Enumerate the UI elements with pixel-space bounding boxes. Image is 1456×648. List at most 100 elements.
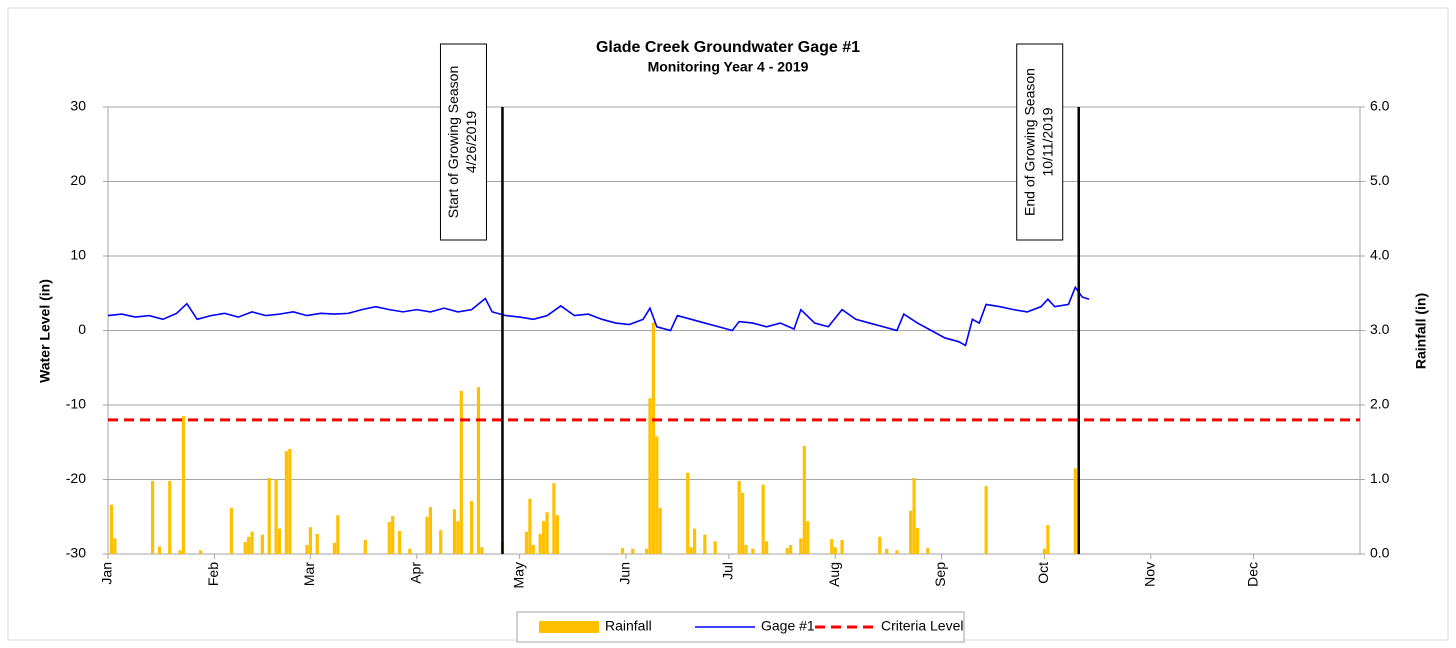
rainfall-bar	[524, 531, 529, 554]
chart-border	[7, 7, 1449, 641]
rainfall-bar	[915, 527, 920, 554]
rainfall-bar	[912, 478, 916, 554]
rainfall-bar	[538, 533, 542, 554]
rainfall-bar	[332, 542, 336, 554]
rainfall-bar	[658, 507, 662, 554]
annotation-box	[439, 43, 487, 241]
annotation-text: Start of Growing Season	[445, 66, 461, 219]
y2-axis-title: Rainfall (in)	[1413, 293, 1429, 369]
rainfall-bar	[284, 451, 288, 554]
x-tick-label: Dec	[1244, 562, 1260, 587]
rainfall-bar	[528, 498, 532, 554]
rainfall-bar	[250, 531, 254, 554]
x-tick-label: Jan	[99, 562, 115, 585]
x-tick-label: Jun	[617, 562, 633, 585]
rainfall-bar	[476, 387, 481, 554]
rainfall-bar	[909, 510, 913, 554]
x-tick-label: Feb	[205, 562, 221, 586]
y2-tick-label: 2.0	[1370, 396, 1390, 412]
y2-tick-label: 6.0	[1370, 98, 1390, 114]
y2-tick-label: 3.0	[1370, 321, 1390, 337]
rainfall-bar	[456, 521, 460, 554]
y-tick-label: -10	[66, 396, 86, 412]
rainfall-bar	[806, 521, 810, 554]
rainfall-bar	[703, 534, 707, 554]
rainfall-bar	[308, 527, 312, 554]
rainfall-bar	[1073, 468, 1077, 554]
rainfall-bar	[531, 545, 535, 554]
x-tick-label: May	[510, 562, 526, 588]
y-tick-label: 30	[70, 98, 86, 114]
y2-tick-label: 5.0	[1370, 172, 1390, 188]
rainfall-bar	[740, 492, 745, 554]
legend-label: Rainfall	[605, 618, 652, 634]
rainfall-bar	[181, 416, 186, 554]
y-tick-label: 10	[70, 247, 86, 263]
y2-tick-label: 0.0	[1370, 545, 1390, 561]
rainfall-bar	[552, 483, 556, 554]
rainfall-bar	[545, 512, 549, 554]
rainfall-bar	[459, 390, 463, 554]
rainfall-bar	[387, 521, 391, 554]
rainfall-bar	[363, 539, 367, 554]
rainfall-bar	[655, 436, 659, 554]
rainfall-bar	[984, 486, 988, 554]
x-tick-label: Apr	[407, 562, 423, 584]
rainfall-bar	[620, 548, 625, 554]
rainfall-bar	[555, 515, 559, 554]
rainfall-bar	[439, 530, 443, 554]
rainfall-bar	[428, 507, 433, 554]
rainfall-bar	[802, 445, 806, 554]
rainfall-bar	[315, 533, 319, 554]
x-tick-label: Sep	[932, 562, 948, 587]
x-tick-label: Aug	[826, 562, 842, 587]
y-tick-label: -30	[66, 545, 86, 561]
rainfall-bar	[305, 545, 309, 554]
rainfall-bar	[243, 542, 247, 554]
rainfall-bar	[692, 528, 697, 554]
chart-subtitle: Monitoring Year 4 - 2019	[648, 59, 809, 75]
x-tick-label: Mar	[301, 562, 317, 586]
rainfall-bar	[178, 550, 182, 554]
legend-label: Gage #1	[761, 618, 815, 634]
rainfall-bar	[751, 548, 755, 554]
annotation-text: 10/11/2019	[1039, 107, 1055, 176]
rainfall-bar	[631, 548, 635, 554]
rainfall-bar	[744, 545, 748, 554]
rainfall-bar	[830, 539, 834, 554]
rainfall-bar	[157, 546, 162, 554]
rainfall-bar	[425, 516, 429, 554]
rainfall-bar	[885, 548, 889, 554]
y-axis-title: Water Level (in)	[37, 279, 53, 383]
rainfall-bar	[109, 504, 114, 554]
rainfall-bar	[150, 480, 155, 554]
rainfall-bar	[788, 545, 793, 554]
rainfall-bar	[1042, 548, 1047, 554]
rainfall-bar	[267, 478, 271, 554]
rainfall-bar	[397, 530, 402, 554]
rainfall-bar	[713, 541, 717, 554]
rainfall-bar	[452, 509, 457, 554]
rainfall-bar	[840, 539, 844, 554]
rainfall-bar	[109, 548, 114, 554]
legend-label: Criteria Level	[881, 618, 963, 634]
rainfall-bar	[247, 536, 251, 554]
rainfall-bar	[542, 521, 546, 554]
y-tick-label: 0	[78, 321, 86, 337]
rainfall-bar	[1046, 524, 1050, 554]
rainfall-bar	[408, 548, 412, 554]
rainfall-bar	[878, 536, 882, 554]
legend-swatch	[539, 621, 599, 633]
rainfall-bar	[469, 501, 474, 554]
rainfall-bar	[686, 472, 690, 554]
rainfall-bar	[274, 479, 278, 554]
y2-tick-label: 4.0	[1370, 247, 1390, 263]
x-tick-label: Jul	[720, 562, 736, 580]
y-tick-label: 20	[70, 172, 86, 188]
annotation-text: End of Growing Season	[1021, 68, 1037, 216]
rainfall-bar	[799, 538, 803, 554]
rainfall-bar	[391, 516, 395, 554]
rainfall-bar	[168, 480, 172, 554]
rainfall-bar	[113, 538, 117, 554]
